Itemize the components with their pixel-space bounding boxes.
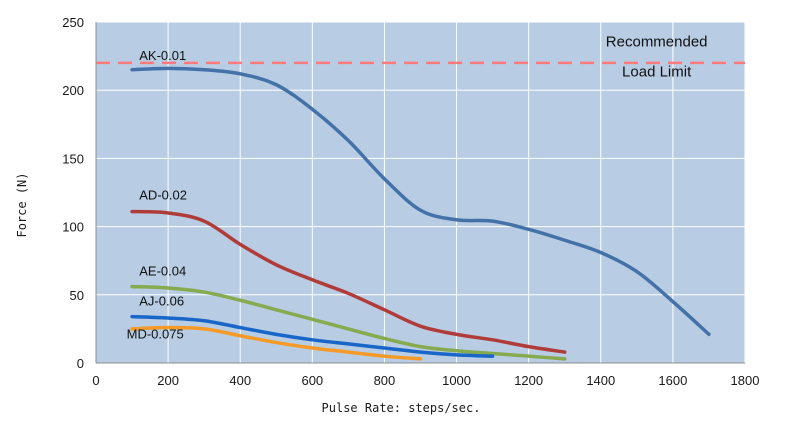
x-tick-label: 800 xyxy=(374,373,396,388)
x-tick-label: 400 xyxy=(229,373,251,388)
recommended-load-limit-label-line1: Recommended xyxy=(606,34,708,51)
x-tick-label: 200 xyxy=(157,373,179,388)
series-label-ak-0-01: AK-0.01 xyxy=(139,48,186,63)
plot-background xyxy=(96,22,745,363)
series-layer xyxy=(130,66,711,361)
x-tick-label: 1600 xyxy=(658,373,687,388)
series-line-ae-0-04 xyxy=(130,284,567,361)
series-labels: AK-0.01 AD-0.02 AE-0.04 AJ-0.06 MD-0.075 xyxy=(127,48,187,341)
x-tick-labels: 0 200 400 600 800 1000 1200 1400 1600 1800 xyxy=(92,373,759,388)
series-line-aj-0-06 xyxy=(130,314,495,358)
x-tick-label: 0 xyxy=(92,373,99,388)
y-tick-label: 0 xyxy=(77,356,84,371)
series-label-aj-0-06: AJ-0.06 xyxy=(139,294,184,309)
series-line-ak-0-01 xyxy=(130,66,711,337)
x-tick-label: 1800 xyxy=(731,373,760,388)
series-line-md-0-075 xyxy=(130,325,423,361)
axes xyxy=(95,22,745,364)
y-tick-label: 50 xyxy=(70,288,84,303)
x-axis-title: Pulse Rate: steps/sec. xyxy=(322,401,481,415)
x-tick-label: 600 xyxy=(301,373,323,388)
y-tick-label: 200 xyxy=(62,83,84,98)
y-tick-label: 100 xyxy=(62,220,84,235)
series-label-ad-0-02: AD-0.02 xyxy=(139,187,187,202)
x-tick-label: 1000 xyxy=(442,373,471,388)
y-tick-label: 150 xyxy=(62,151,84,166)
series-label-md-0-075: MD-0.075 xyxy=(127,326,184,341)
series-label-ae-0-04: AE-0.04 xyxy=(139,264,186,279)
x-tick-label: 1200 xyxy=(514,373,543,388)
y-tick-label: 250 xyxy=(62,15,84,30)
reference-line-group: Recommended Load Limit xyxy=(96,34,745,81)
recommended-load-limit-label-line2: Load Limit xyxy=(622,64,692,81)
x-tick-label: 1400 xyxy=(586,373,615,388)
y-axis-title: Force (N) xyxy=(15,172,29,237)
series-line-ad-0-02 xyxy=(130,209,567,354)
y-tick-labels: 0 50 100 150 200 250 xyxy=(62,15,84,371)
